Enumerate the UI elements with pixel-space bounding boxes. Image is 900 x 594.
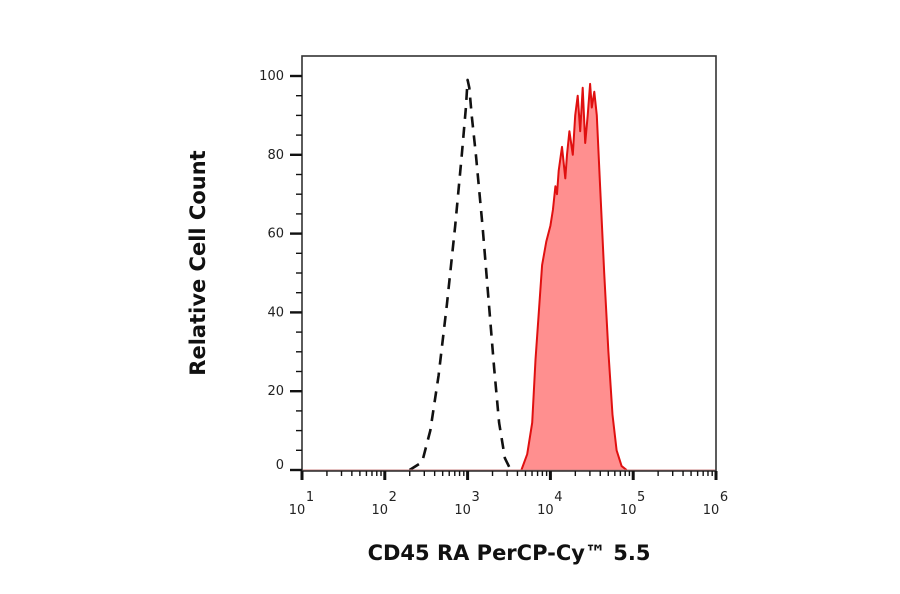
- x-tick-label: 10: [620, 503, 637, 518]
- x-tick-label: 10: [703, 503, 720, 518]
- isotype-control-curve: [408, 78, 512, 472]
- x-tick-exponent: 4: [554, 490, 562, 505]
- x-tick-exponent: 2: [389, 490, 397, 505]
- x-tick-label: 10: [372, 503, 389, 518]
- stained-sample-curve: [520, 82, 628, 471]
- y-tick-label: 40: [267, 305, 284, 320]
- x-tick-exponent: 6: [720, 490, 728, 505]
- y-axis: 0 20 40 60 80 100: [259, 69, 302, 473]
- histogram-fill: [521, 83, 627, 471]
- x-tick-label: 10: [537, 503, 554, 518]
- y-tick-label: 0: [276, 458, 284, 473]
- y-tick-label: 100: [259, 69, 284, 84]
- y-tick-label: 60: [267, 227, 284, 242]
- y-tick-label: 80: [267, 148, 284, 163]
- x-tick-exponent: 1: [306, 490, 314, 505]
- plot-frame: [301, 55, 717, 472]
- y-tick-label: 20: [267, 384, 284, 399]
- y-axis-title: Relative Cell Count: [186, 150, 210, 375]
- x-axis-title: CD45 RA PerCP-Cy™ 5.5: [368, 541, 651, 565]
- x-tick-exponent: 3: [471, 490, 479, 505]
- x-tick-exponent: 5: [637, 490, 645, 505]
- x-tick-label: 10: [289, 503, 306, 518]
- x-tick-label: 10: [454, 503, 471, 518]
- plot-data: [302, 78, 716, 472]
